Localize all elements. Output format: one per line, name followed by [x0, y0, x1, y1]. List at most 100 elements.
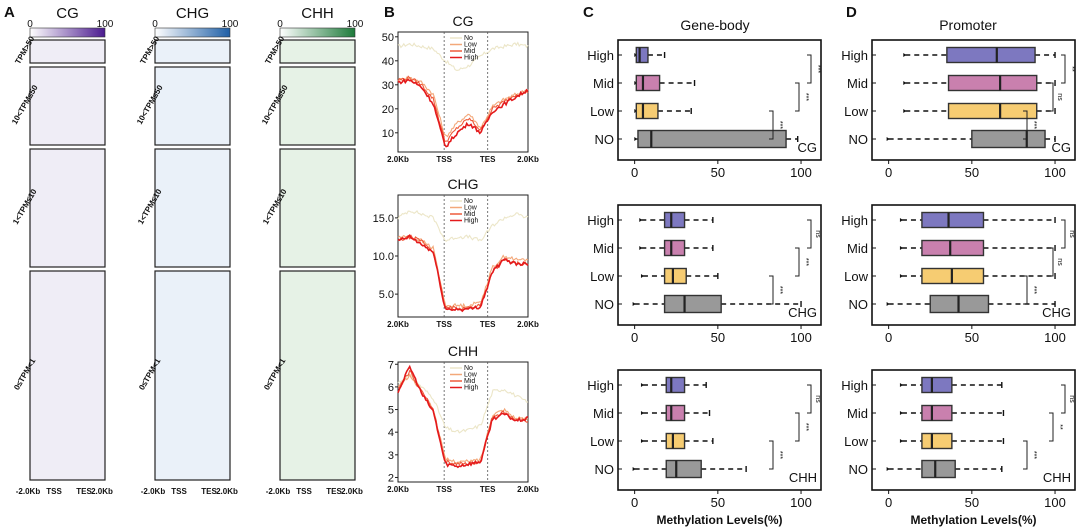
heatmap-block [29, 148, 106, 268]
metaplot-series-line-no [397, 209, 529, 243]
boxplot-category-label: Low [590, 104, 614, 119]
boxplot-outlier-marker [899, 218, 903, 222]
boxplot-outlier-marker [899, 411, 903, 415]
legend-label: No [464, 198, 473, 205]
metaplot-y-tick-label: 10.0 [373, 251, 394, 263]
metaplot-series-line-no [397, 41, 529, 71]
boxplot-x-tick-label: 100 [1044, 495, 1066, 510]
boxplot-box-low [947, 102, 1038, 120]
metaplot-chg: CHG 5.0 10.0 15.0 2.0Kb TSS TES 2.0Kb NoLowMidHi… [373, 176, 539, 329]
boxplot-category-label: NO [595, 462, 615, 477]
metaplot-series-line-high [397, 233, 529, 313]
boxplot-x-tick-label: 0 [885, 495, 892, 510]
boxplot-category-label: High [587, 213, 614, 228]
boxplot-chh: 0 50 100 CHH High Mid Low NO ns *** *** [587, 369, 822, 510]
heatmap-axis-tick: -2.0Kb [16, 487, 41, 496]
boxplot-category-label: High [841, 213, 868, 228]
boxplot-x-tick-label: 50 [965, 165, 979, 180]
legend-label: Low [464, 42, 478, 49]
metaplot-title: CHH [448, 343, 478, 359]
boxplot-outlier-marker [899, 383, 903, 387]
boxplot-x-tick-label: 50 [965, 495, 979, 510]
significance-label: *** [802, 258, 809, 266]
boxplot-outlier-marker [640, 274, 644, 278]
heatmap-axis-tick: TSS [296, 487, 312, 496]
boxplot-region-title: Promoter [939, 17, 997, 33]
heatmap-block [154, 66, 231, 146]
scale-max-label: 100 [347, 19, 364, 30]
boxplot-outlier-marker [640, 411, 644, 415]
boxplot-outlier-marker [640, 383, 644, 387]
significance-label: *** [776, 121, 783, 129]
metaplot-series-line-mid [397, 75, 529, 143]
boxplot-category-label: High [841, 378, 868, 393]
boxplot-category-label: NO [849, 462, 869, 477]
panel-letter-a: A [4, 4, 15, 21]
significance-bracket [1049, 247, 1054, 277]
heatmap-axis-tick: TES [326, 487, 342, 496]
legend-label: Mid [464, 378, 475, 385]
scale-max-label: 100 [222, 19, 239, 30]
heatmap-axis-tick: 2.0Kb [91, 487, 113, 496]
metaplot-y-tick-label: 50 [382, 32, 394, 44]
boxplot-outlier-marker [886, 302, 890, 306]
boxplot-box-high [921, 376, 953, 394]
boxplot-outlier-marker [639, 246, 643, 250]
boxplot-category-label: Mid [593, 241, 614, 256]
boxplot-category-label: NO [595, 297, 615, 312]
boxplot-x-axis-label: Methylation Levels(%) [910, 513, 1036, 527]
metaplot-x-tick-label: 2.0Kb [517, 320, 539, 329]
boxplot-context-label: CHH [789, 470, 817, 485]
boxplot-x-tick-label: 0 [631, 165, 638, 180]
metaplot-y-tick-label: 3 [388, 450, 394, 462]
metaplot-series-line-low [397, 234, 529, 309]
legend-label: High [464, 385, 479, 392]
boxplot-frame [617, 369, 822, 491]
heatmap-panel: A CG0 100TPM>5010<TPM≤501<TPM≤100≤TPM<1-2.… [4, 4, 364, 496]
scale-min-label: 0 [27, 19, 33, 30]
boxplot-x-axis-label: Methylation Levels(%) [656, 513, 782, 527]
boxplot-outlier-marker [886, 137, 890, 141]
significance-label: *** [1030, 286, 1037, 294]
boxplot-category-label: High [587, 378, 614, 393]
boxplot-category-label: Low [844, 269, 868, 284]
significance-bracket [769, 440, 774, 470]
boxplot-context-label: CHG [788, 305, 817, 320]
heatmap-block [154, 39, 231, 64]
metaplot-x-tick-label: TES [480, 155, 496, 164]
significance-bracket [1061, 219, 1066, 249]
significance-label: ns [814, 395, 821, 403]
heatmap-block [279, 270, 356, 481]
boxplot-region-title: Gene-body [680, 17, 749, 33]
metaplot-x-tick-label: TSS [436, 320, 452, 329]
significance-bracket [1061, 384, 1066, 414]
heatmap-axis-tick: 2.0Kb [216, 487, 238, 496]
significance-bracket [807, 219, 812, 249]
heatmap-block [29, 270, 106, 481]
significance-label: ** [1056, 424, 1063, 430]
boxplot-cg: 0 50 100 CG High Mid Low NO *** *** *** [587, 39, 822, 180]
boxplot-outlier-marker [886, 467, 890, 471]
boxplot-x-tick-label: 0 [631, 330, 638, 345]
boxplot-x-tick-label: 100 [790, 330, 812, 345]
boxplot-box-high [665, 376, 686, 394]
color-scale-bar [29, 27, 106, 38]
boxplot-box-mid [921, 239, 985, 257]
metaplot-title: CHG [447, 176, 478, 192]
boxplot-x-tick-label: 100 [1044, 165, 1066, 180]
boxplot-category-label: Low [590, 269, 614, 284]
significance-label: ns [1056, 258, 1063, 266]
metaplot-x-tick-label: TSS [436, 485, 452, 494]
significance-bracket [1023, 275, 1028, 305]
metaplot-series-line-low [397, 76, 529, 138]
boxplot-outlier-marker [903, 109, 907, 113]
metaplot-title: CG [453, 13, 474, 29]
boxplot-box-mid [947, 74, 1038, 92]
boxplot-x-tick-label: 50 [711, 495, 725, 510]
boxplot-category-label: Low [590, 434, 614, 449]
